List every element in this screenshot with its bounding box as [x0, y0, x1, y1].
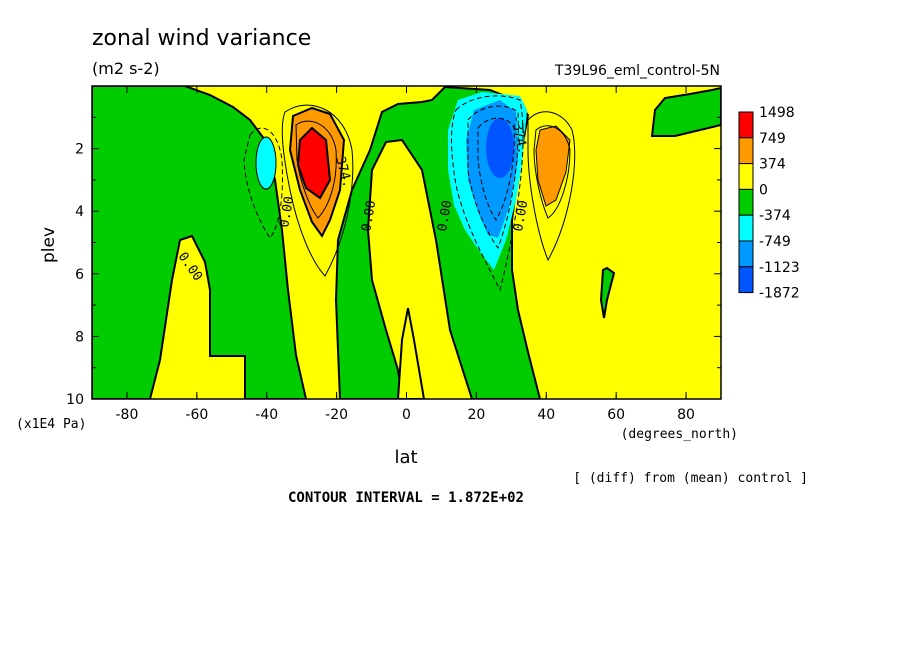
- thin-contour-lines: [281, 104, 576, 277]
- contour-label-zero-2: 0.00: [277, 195, 297, 228]
- x-tick-label: -60: [185, 407, 208, 423]
- colorbar-level-label: -749: [759, 234, 791, 250]
- dashed-negative-contours: [243, 95, 524, 292]
- contour-interval-text: CONTOUR INTERVAL = 1.872E+02: [288, 490, 524, 506]
- colorbar-level-label: -374: [759, 208, 791, 224]
- green-region-northern-high-latitudes: [650, 86, 721, 137]
- contour-line-374-south: [281, 104, 354, 277]
- contour-line-561-north: [533, 125, 571, 219]
- contour-line-minus561-north: [467, 105, 519, 250]
- colorbar-level-label: -1872: [759, 286, 800, 302]
- x-tick-label: 80: [677, 407, 695, 423]
- x-tick-label: 40: [537, 407, 555, 423]
- x-tick-label: 60: [607, 407, 625, 423]
- y-axis-ticks: 2 4 6 8 10: [66, 116, 721, 408]
- x-tick-label: -20: [325, 407, 348, 423]
- colorbar-swatch: [738, 137, 754, 165]
- y-axis-units: (x1E4 Pa): [16, 417, 86, 432]
- chart-title: zonal wind variance: [92, 26, 311, 51]
- diff-note: [ (diff) from (mean) control ]: [573, 471, 808, 486]
- colorbar-swatch: [738, 163, 754, 190]
- contour-label-zero-3: 0.00: [359, 199, 379, 232]
- y-axis-label: plev: [39, 227, 59, 263]
- y-tick-label: 8: [75, 329, 84, 345]
- run-label: T39L96_eml_control-5N: [554, 63, 720, 79]
- colorbar-swatch: [738, 266, 754, 294]
- y-tick-label: 6: [75, 267, 84, 283]
- x-tick-label: 0: [402, 407, 411, 423]
- x-tick-label: -80: [116, 407, 139, 423]
- y-tick-label: 2: [75, 142, 84, 158]
- contour-fields: [92, 86, 721, 399]
- contour-line-561-south: [295, 120, 337, 219]
- contour-line-minus749-north: [477, 117, 515, 221]
- colorbar-swatch: [738, 214, 754, 242]
- cyan-region-south: [255, 136, 277, 190]
- colorbar-level-label: 374: [759, 157, 786, 173]
- x-axis-units: (degrees_north): [621, 427, 738, 442]
- plot-area: 0.00 0.00 374. 0.00 0.00 -374. 0.00 -80-…: [66, 85, 722, 423]
- colorbar-legend: 1498 749 374 0 -374 -749 -1123 -1872: [738, 105, 800, 302]
- blue-core-north: [486, 118, 514, 178]
- green-patch-60n: [599, 266, 616, 319]
- contour-line-minus374-south: [243, 127, 283, 239]
- colorbar-level-label: 1498: [759, 105, 795, 121]
- x-tick-label: 20: [467, 407, 485, 423]
- contour-label-zero-4: 0.00: [435, 199, 455, 232]
- colorbar-level-label: -1123: [759, 260, 800, 276]
- contour-label-minus374: -374.: [508, 114, 530, 155]
- y-tick-label: 10: [66, 392, 84, 408]
- y-tick-label: 4: [75, 204, 84, 220]
- x-tick-label: -40: [255, 407, 278, 423]
- green-region-southern-high-latitudes: [92, 86, 308, 399]
- contour-labels: 0.00 0.00 374. 0.00 0.00 -374. 0.00: [175, 114, 532, 284]
- colorbar-swatch: [738, 188, 754, 216]
- contour-line-374-north: [527, 111, 576, 262]
- contour-label-zero-5: 0.00: [511, 199, 531, 232]
- colorbar-level-label: 749: [759, 131, 786, 147]
- yellow-tongue-equator: [396, 307, 426, 399]
- colorbar-level-label: 0: [759, 182, 768, 198]
- x-axis-ticks: -80 -60 -40 -20 0 20 40 60 80: [116, 86, 695, 423]
- red-core-south: [296, 126, 332, 200]
- colorbar-swatch: [738, 111, 754, 139]
- chart-units: (m2 s-2): [92, 59, 160, 78]
- x-axis-label: lat: [394, 447, 417, 468]
- contour-line-minus374-north: [451, 95, 524, 292]
- colorbar-swatch: [738, 240, 754, 268]
